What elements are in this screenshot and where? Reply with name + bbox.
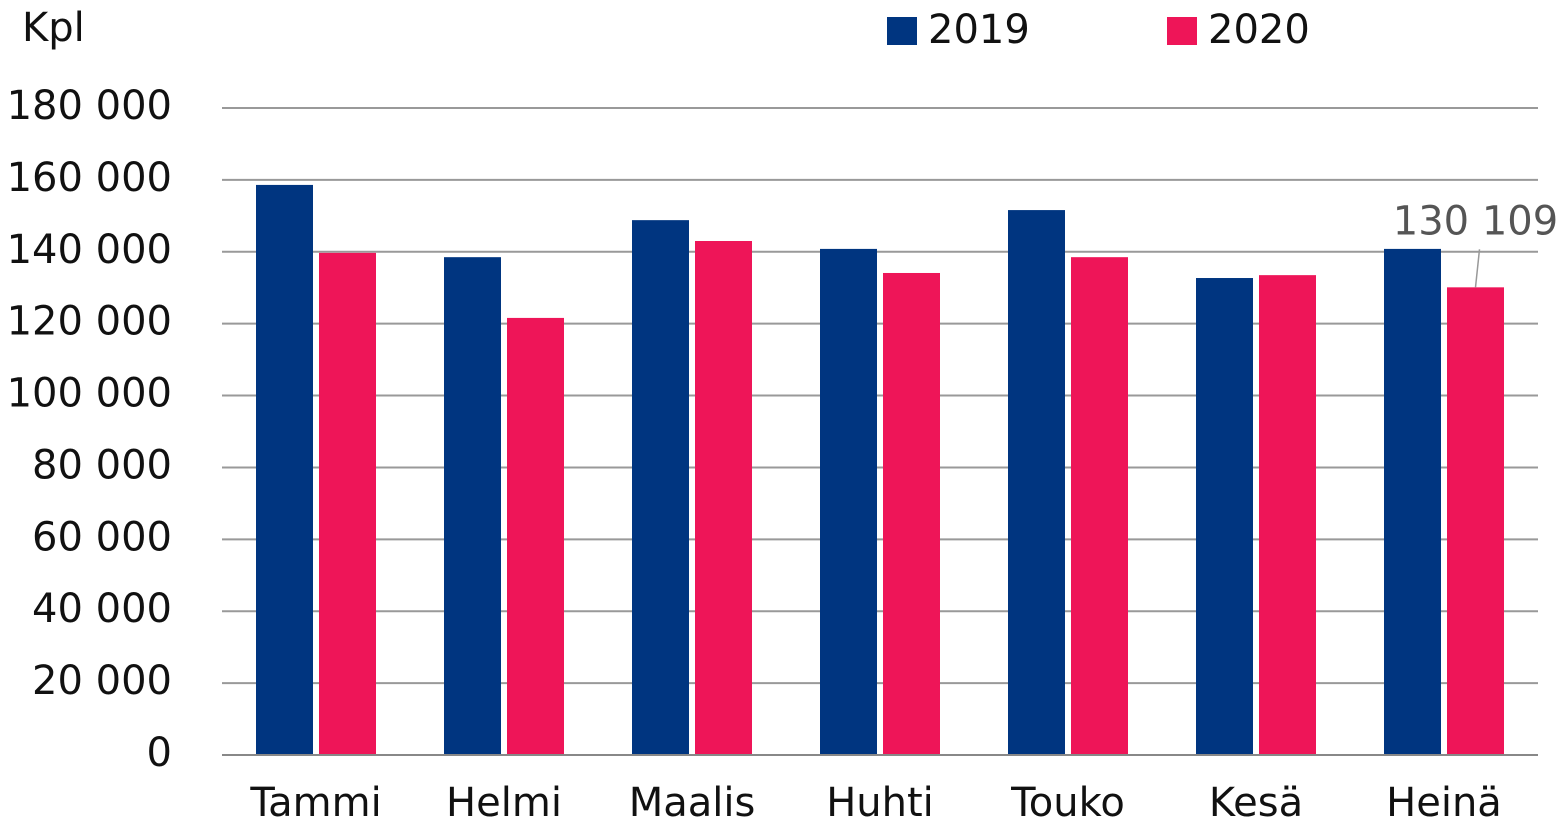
y-tick-label: 60 000 <box>32 514 172 560</box>
y-tick-label: 160 000 <box>7 155 172 201</box>
y-tick-label: 120 000 <box>7 299 172 345</box>
y-tick-label: 20 000 <box>32 658 172 704</box>
y-tick-label: 0 <box>147 730 172 776</box>
data-label: 130 109 <box>1393 198 1558 244</box>
bar <box>1259 275 1316 755</box>
bar <box>507 317 564 755</box>
bar <box>820 248 877 755</box>
bar <box>1384 248 1441 755</box>
y-tick-label: 180 000 <box>7 83 172 129</box>
x-tick-label: Kesä <box>1209 780 1303 826</box>
legend-swatch <box>887 17 917 45</box>
x-tick-label: Maalis <box>629 780 756 826</box>
y-axis-label: Kpl <box>22 5 85 51</box>
bar <box>444 257 501 755</box>
bar <box>1447 287 1504 755</box>
bar <box>256 184 313 755</box>
bar <box>695 240 752 755</box>
x-tick-label: Heinä <box>1386 780 1502 826</box>
bar <box>883 272 940 755</box>
legend-label: 2020 <box>1208 7 1310 53</box>
x-tick-label: Huhti <box>826 780 934 826</box>
bar <box>1008 210 1065 756</box>
bar <box>319 252 376 755</box>
bar <box>1196 278 1253 755</box>
label-leader <box>1474 249 1481 288</box>
legend-swatch <box>1167 17 1197 45</box>
bar <box>632 220 689 755</box>
y-tick-label: 80 000 <box>32 442 172 488</box>
x-tick-label: Tammi <box>249 780 381 826</box>
y-tick-label: 140 000 <box>7 227 172 273</box>
bar <box>1071 257 1128 755</box>
x-tick-label: Helmi <box>446 780 562 826</box>
y-tick-label: 40 000 <box>32 586 172 632</box>
x-tick-label: Touko <box>1010 780 1125 826</box>
legend-label: 2019 <box>928 7 1030 53</box>
y-tick-label: 100 000 <box>7 371 172 417</box>
